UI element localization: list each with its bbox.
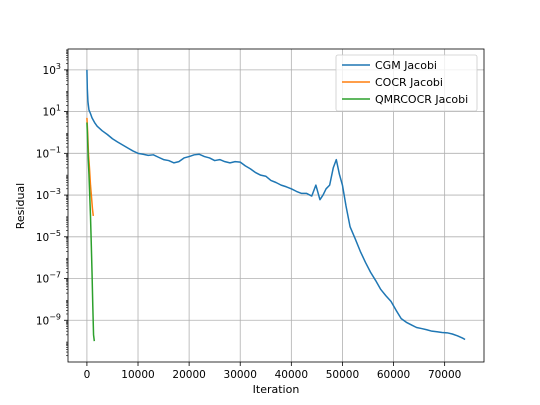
series-line-qmrcocr-jacobi [86, 122, 96, 342]
x-tick-label: 70000 [428, 369, 461, 381]
x-tick-label: 40000 [275, 369, 308, 381]
series-layer [86, 69, 466, 342]
x-tick-label: 20000 [172, 369, 205, 381]
y-axis-label: Residual [14, 183, 27, 229]
y-tick-label: 10−7 [36, 271, 61, 286]
y-tick-label: 101 [43, 104, 61, 119]
x-tick-label: 30000 [224, 369, 257, 381]
y-axis: 103 101 10−1 10−3 10−5 10−7 10−9 [36, 49, 68, 357]
y-tick-label: 10−1 [36, 145, 61, 160]
x-tick-label: 0 [84, 369, 91, 381]
legend-box [335, 54, 478, 112]
legend: CGM Jacobi COCR Jacobi QMRCOCR Jacobi [335, 54, 478, 112]
y-tick-label: 10−3 [36, 187, 61, 202]
plot-frame [67, 48, 485, 363]
legend-label-cgm-jacobi: CGM Jacobi [375, 59, 437, 72]
y-tick-label: 10−9 [36, 312, 61, 327]
y-tick-label: 103 [43, 62, 61, 77]
x-tick-label: 10000 [121, 369, 154, 381]
x-tick-label: 60000 [377, 369, 410, 381]
x-tick-label: 50000 [326, 369, 359, 381]
x-axis: 0 10000 20000 30000 40000 50000 60000 70000 [84, 362, 461, 381]
y-tick-label: 10−5 [36, 229, 61, 244]
series-line-cgm-jacobi [86, 69, 466, 341]
x-axis-label: Iteration [253, 383, 300, 396]
legend-label-cocr-jacobi: COCR Jacobi [375, 76, 443, 89]
legend-label-qmrcocr-jacobi: QMRCOCR Jacobi [375, 93, 468, 106]
